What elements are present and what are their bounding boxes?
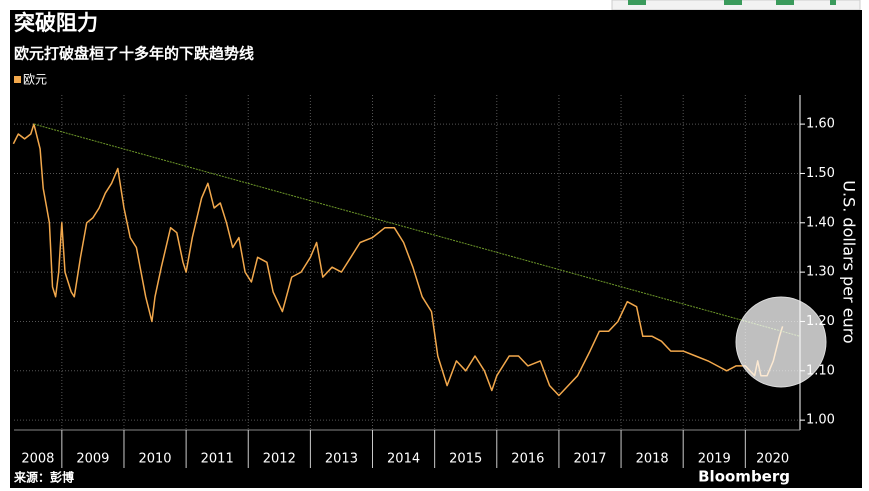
y-tick-label: 1.10 [806,363,835,378]
x-tick-label: 2017 [573,452,606,467]
y-tick-label: 1.20 [806,314,835,329]
legend-label: 欧元 [23,73,47,87]
x-tick-label: 2008 [21,452,54,467]
x-tick-label: 2020 [756,452,789,467]
highlight-circle [735,296,827,388]
y-tick-label: 1.00 [806,413,835,428]
x-tick-label: 2012 [263,452,296,467]
y-tick-label: 1.30 [806,265,835,280]
trend-line [33,123,801,337]
y-axis-label: U.S. dollars per euro [840,180,859,343]
x-tick-label: 2011 [201,452,234,467]
series-line [12,123,784,397]
y-tick-label: 1.60 [806,117,835,132]
x-tick-label: 2013 [325,452,358,467]
x-tick-label: 2014 [387,452,420,467]
y-tick-label: 1.40 [806,215,835,230]
x-tick-label: 2018 [636,452,669,467]
x-tick-label: 2009 [76,452,109,467]
chart-background [10,10,862,488]
x-tick-label: 2019 [698,452,731,467]
chart-title: 突破阻力 [14,11,98,35]
x-tick-label: 2010 [138,452,171,467]
brand: Bloomberg [698,468,790,486]
legend-swatch [14,76,21,83]
toolbar [611,0,861,11]
x-tick-label: 2016 [511,452,544,467]
chart-subtitle: 欧元打破盘桓了十多年的下跌趋势线 [14,45,254,63]
source: 来源：彭博 [13,470,74,485]
x-tick-label: 2015 [449,452,482,467]
y-tick-label: 1.50 [806,166,835,181]
